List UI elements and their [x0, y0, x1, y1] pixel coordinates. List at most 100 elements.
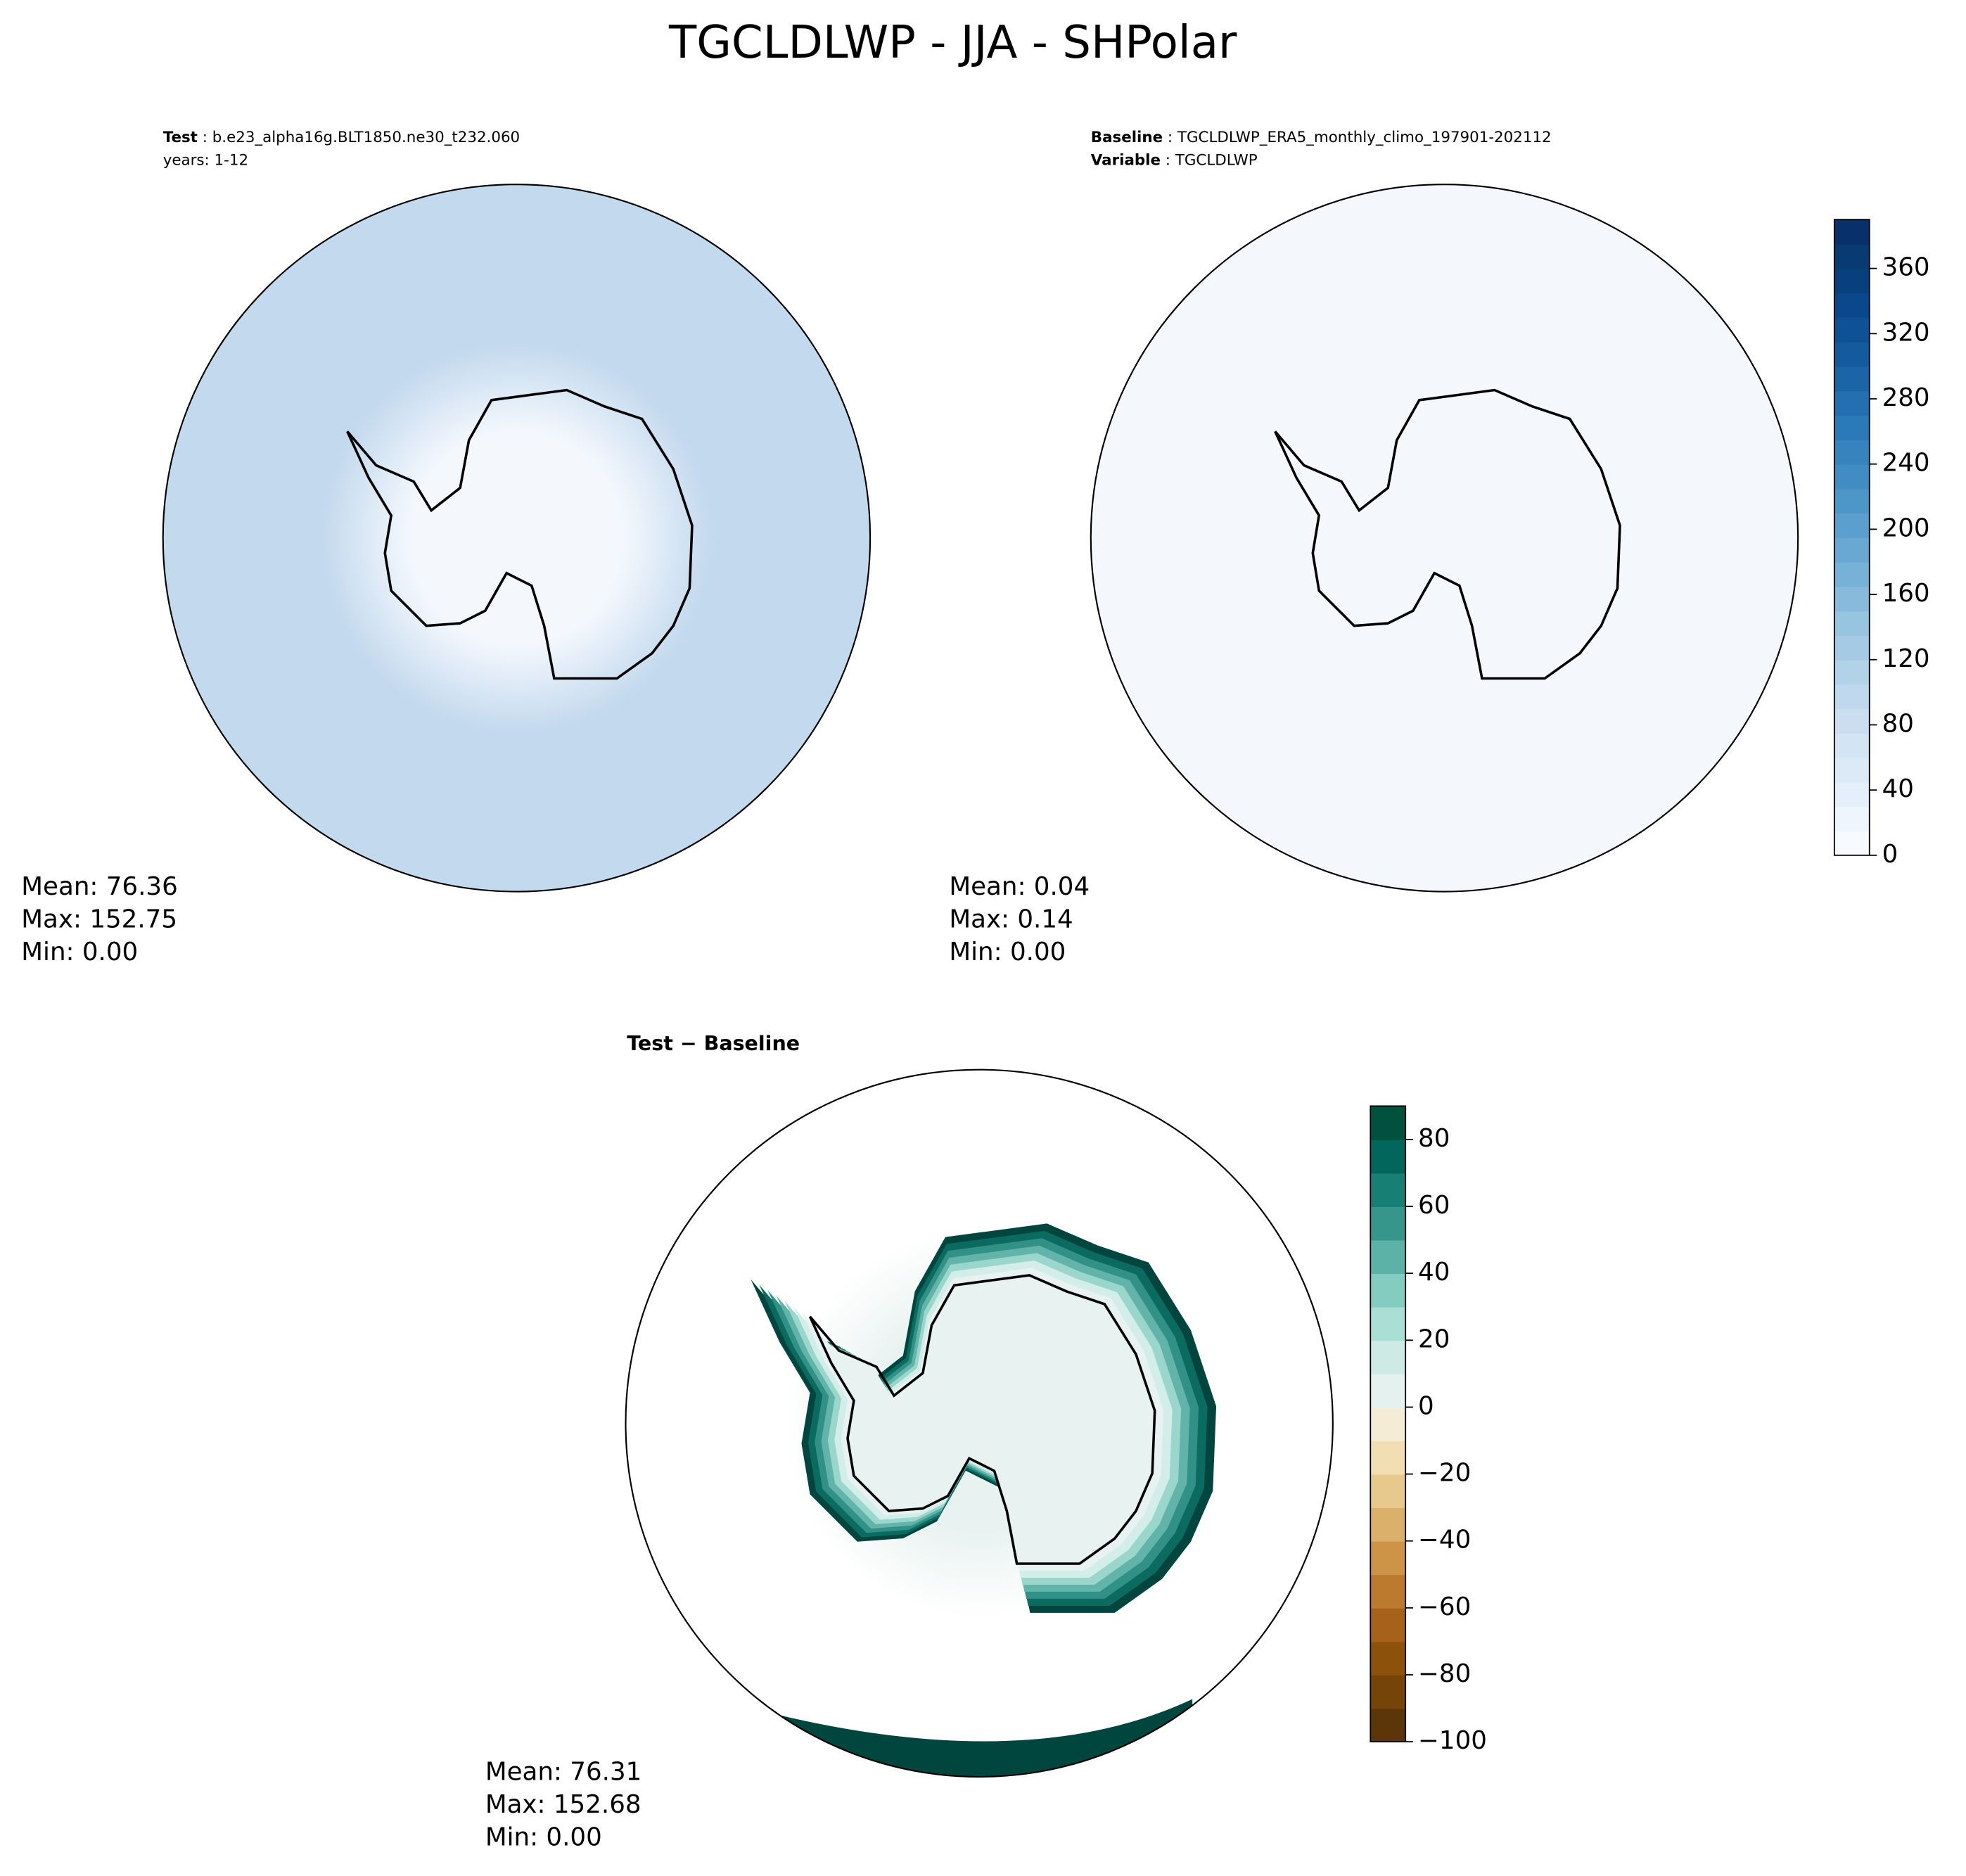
- colorbar-band: [1834, 561, 1870, 587]
- colorbar-band: [1834, 831, 1870, 856]
- colorbar-band: [1834, 366, 1870, 392]
- colorbar-band: [1834, 806, 1870, 831]
- colorbar-band: [1834, 439, 1870, 465]
- colorbar-band: [1370, 1540, 1406, 1576]
- colorbar-band: [1370, 1607, 1406, 1642]
- stat: Min: 0.00: [949, 938, 1066, 966]
- colorbar-band: [1834, 635, 1870, 661]
- colorbar-band: [1370, 1407, 1406, 1441]
- colorbar-tick-label: −20: [1418, 1459, 1471, 1488]
- label-sep: :: [198, 129, 212, 146]
- colorbar-tick-label: 0: [1418, 1391, 1434, 1420]
- colorbar-band: [1834, 243, 1870, 269]
- coastline: [346, 388, 694, 680]
- colorbar-band: [1834, 611, 1870, 636]
- colorbar-tick-label: 80: [1418, 1124, 1450, 1153]
- colorbar-band: [1370, 1674, 1406, 1709]
- stat: Max: 152.75: [21, 905, 177, 934]
- colorbar-band: [1834, 268, 1870, 294]
- colorbar-band: [1834, 781, 1870, 808]
- label-value: b.e23_alpha16g.BLT1850.ne30_t232.060: [212, 129, 520, 146]
- colorbar-band: [1834, 757, 1870, 783]
- colorbar-tick-label: 280: [1882, 383, 1930, 412]
- colorbar-band: [1370, 1106, 1406, 1140]
- colorbar-band: [1834, 341, 1870, 367]
- colorbar-band: [1834, 586, 1870, 612]
- panel-label: years: 1-12: [163, 151, 248, 169]
- map-border: [625, 1068, 1334, 1778]
- colorbar-band: [1370, 1507, 1406, 1542]
- colorbar-tick-label: −60: [1418, 1593, 1471, 1621]
- stat: Mean: 0.04: [949, 872, 1090, 901]
- colorbar-band: [1370, 1273, 1406, 1308]
- colorbar-band: [1834, 684, 1870, 710]
- colorbar-tick-label: 120: [1882, 644, 1930, 673]
- colorbar-band: [1370, 1206, 1406, 1241]
- label-key: Variable: [1091, 151, 1161, 169]
- label-key: Baseline: [1091, 129, 1163, 146]
- colorbar-band: [1834, 659, 1870, 685]
- stat: Mean: 76.36: [21, 872, 177, 901]
- colorbar-tick-label: 0: [1882, 840, 1898, 869]
- colorbar-band: [1370, 1139, 1406, 1174]
- stat: Max: 152.68: [485, 1790, 641, 1819]
- colorbar-band: [1370, 1708, 1406, 1742]
- label-sep: :: [1161, 151, 1175, 169]
- contour-center: [801, 1268, 1164, 1571]
- colorbar-tick-label: −100: [1418, 1726, 1487, 1755]
- panel-title: Test − Baseline: [627, 1032, 800, 1055]
- panel-label: Test : b.e23_alpha16g.BLT1850.ne30_t232.…: [163, 129, 520, 146]
- label-sep: :: [1163, 129, 1177, 146]
- map-border: [1090, 184, 1799, 893]
- colorbar-band: [1370, 1173, 1406, 1207]
- label-value: TGCLDLWP_ERA5_monthly_climo_197901-20211…: [1177, 129, 1552, 146]
- colorbar-tick-label: −80: [1418, 1659, 1471, 1688]
- map: [162, 184, 871, 892]
- colorbar-band: [1370, 1306, 1406, 1341]
- colorbar-band: [1834, 293, 1870, 319]
- colorbar-band: [1834, 708, 1870, 734]
- colorbar-band: [1370, 1239, 1406, 1275]
- colorbar-band: [1370, 1373, 1406, 1408]
- label-key: Test: [163, 129, 198, 146]
- figure-title: TGCLDLWP - JJA - SHPolar: [668, 16, 1237, 69]
- colorbar-band: [1370, 1340, 1406, 1374]
- colorbar-band: [1834, 415, 1870, 440]
- colorbar-band: [1834, 317, 1870, 343]
- panel-label: Baseline : TGCLDLWP_ERA5_monthly_climo_1…: [1091, 129, 1552, 146]
- colorbar-tick-label: −40: [1418, 1526, 1471, 1555]
- colorbar-tick-label: 320: [1882, 318, 1930, 347]
- map-border: [162, 184, 872, 893]
- colorbar-band: [1834, 464, 1870, 490]
- colorbar-tick-label: 40: [1882, 774, 1914, 803]
- colorbar-tick-label: 160: [1882, 579, 1930, 608]
- coastline: [1274, 388, 1621, 680]
- colorbar-tick-label: 240: [1882, 449, 1930, 478]
- panel-label: Variable : TGCLDLWP: [1091, 151, 1258, 169]
- map: [1090, 184, 1799, 892]
- colorbar-tick-label: 360: [1882, 253, 1930, 282]
- stat: Min: 0.00: [485, 1823, 602, 1851]
- colorbar-band: [1834, 513, 1870, 538]
- colorbar-band: [1834, 488, 1870, 514]
- colorbar-tick-label: 80: [1882, 709, 1914, 738]
- colorbar-tick-label: 200: [1882, 513, 1930, 542]
- stat: Max: 0.14: [949, 905, 1073, 934]
- colorbar-tick-label: 40: [1418, 1258, 1450, 1287]
- colorbar-band: [1370, 1474, 1406, 1509]
- colorbar-band: [1370, 1574, 1406, 1609]
- stat: Mean: 76.31: [485, 1758, 641, 1787]
- colorbar-band: [1834, 219, 1870, 245]
- coastline: [808, 1274, 1156, 1565]
- colorbar-band: [1834, 733, 1870, 758]
- colorbar-frame: [1370, 1105, 1407, 1742]
- colorbar-band: [1370, 1441, 1406, 1475]
- map: [625, 1069, 1333, 1778]
- colorbar-band: [1834, 390, 1870, 416]
- colorbar-band: [1370, 1641, 1406, 1676]
- colorbar-tick-label: 20: [1418, 1325, 1450, 1353]
- stat: Min: 0.00: [21, 938, 138, 966]
- label-value: TGCLDLWP: [1175, 151, 1258, 169]
- map-field: [1090, 184, 1799, 892]
